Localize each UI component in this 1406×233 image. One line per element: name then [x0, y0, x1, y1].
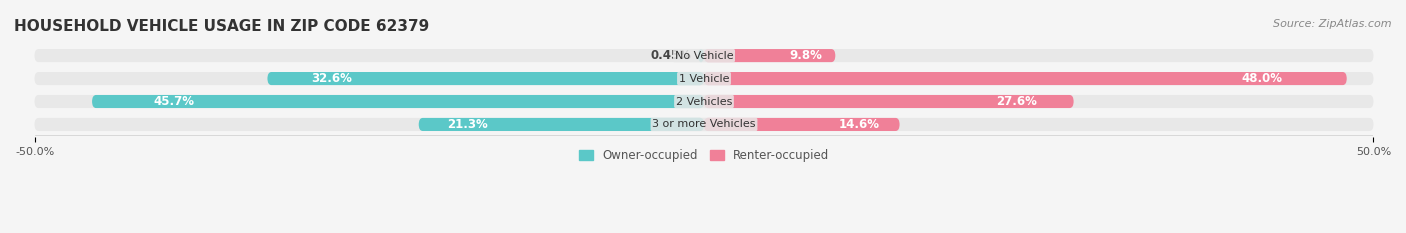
Text: 14.6%: 14.6% [839, 118, 880, 131]
FancyBboxPatch shape [704, 72, 1347, 85]
Text: 32.6%: 32.6% [311, 72, 352, 85]
FancyBboxPatch shape [704, 118, 900, 131]
FancyBboxPatch shape [704, 95, 1074, 108]
Text: 27.6%: 27.6% [995, 95, 1036, 108]
FancyBboxPatch shape [35, 95, 1374, 108]
FancyBboxPatch shape [419, 118, 704, 131]
Text: 1 Vehicle: 1 Vehicle [679, 74, 730, 84]
Text: HOUSEHOLD VEHICLE USAGE IN ZIP CODE 62379: HOUSEHOLD VEHICLE USAGE IN ZIP CODE 6237… [14, 19, 429, 34]
Text: 3 or more Vehicles: 3 or more Vehicles [652, 120, 756, 130]
Text: 2 Vehicles: 2 Vehicles [676, 96, 733, 106]
Text: 9.8%: 9.8% [789, 49, 823, 62]
FancyBboxPatch shape [35, 49, 1374, 62]
Text: 0.45%: 0.45% [651, 49, 692, 62]
FancyBboxPatch shape [267, 72, 704, 85]
Text: 45.7%: 45.7% [153, 95, 194, 108]
FancyBboxPatch shape [91, 95, 704, 108]
Text: No Vehicle: No Vehicle [675, 51, 734, 61]
Text: Source: ZipAtlas.com: Source: ZipAtlas.com [1274, 19, 1392, 29]
FancyBboxPatch shape [697, 49, 704, 62]
Text: 48.0%: 48.0% [1241, 72, 1282, 85]
FancyBboxPatch shape [704, 49, 835, 62]
FancyBboxPatch shape [35, 72, 1374, 85]
Text: 21.3%: 21.3% [447, 118, 488, 131]
Legend: Owner-occupied, Renter-occupied: Owner-occupied, Renter-occupied [574, 144, 834, 167]
FancyBboxPatch shape [35, 118, 1374, 131]
